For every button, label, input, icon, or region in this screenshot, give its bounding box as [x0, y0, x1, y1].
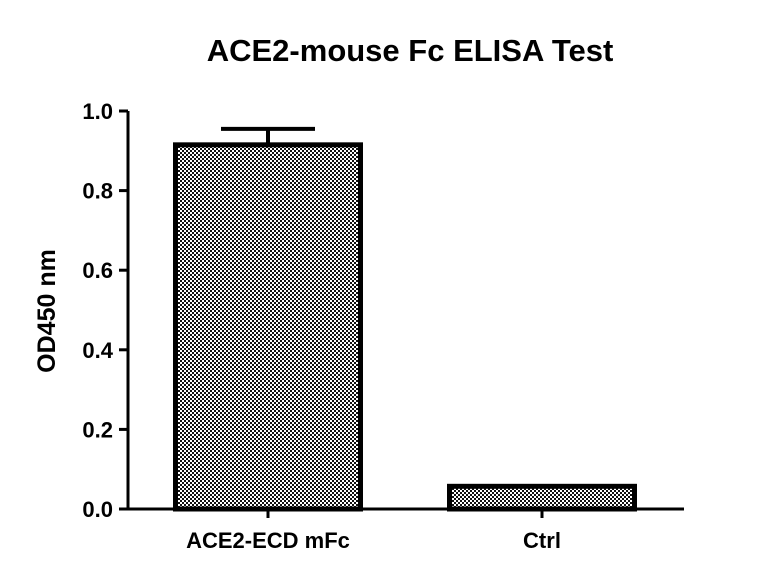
- y-axis-label: OD450 nm: [33, 249, 61, 373]
- y-tick-label: 0.4: [82, 338, 113, 363]
- x-tick-label: Ctrl: [523, 528, 561, 553]
- bar: [447, 483, 637, 512]
- y-tick-label: 0.2: [82, 417, 113, 442]
- y-tick-label: 0.8: [82, 179, 113, 204]
- chart-title: ACE2-mouse Fc ELISA Test: [207, 33, 614, 68]
- bar: [173, 142, 363, 512]
- y-tick-label: 1.0: [82, 99, 113, 124]
- plot-area: 0.0 0.2 0.4 0.6 0.8 1.0 ACE2-ECD mFc Ctrl: [82, 99, 684, 553]
- y-tick-label: 0.0: [82, 497, 113, 522]
- y-tick-label: 0.6: [82, 258, 113, 283]
- x-tick-label: ACE2-ECD mFc: [186, 528, 350, 553]
